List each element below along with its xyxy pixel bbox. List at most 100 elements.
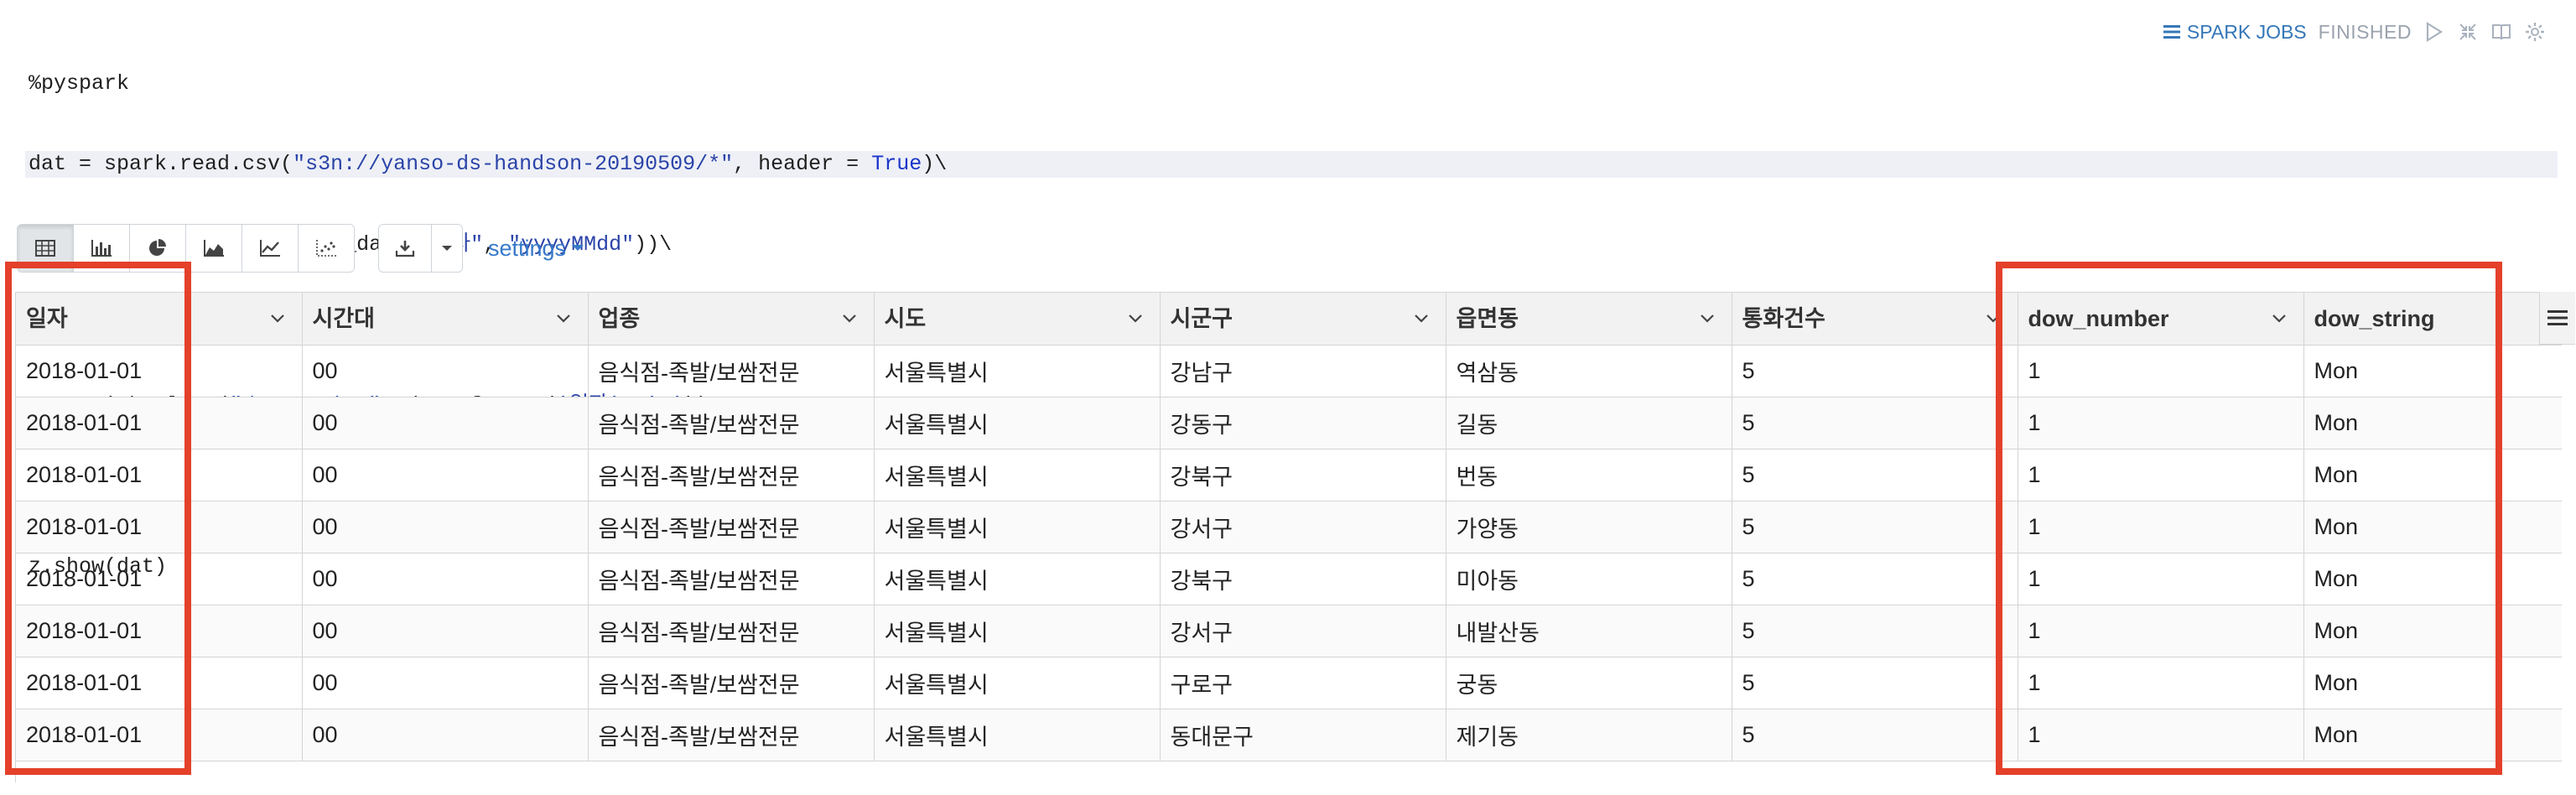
column-header[interactable]: dow_string: [2303, 293, 2562, 346]
table-cell: 00: [302, 449, 589, 501]
table-row[interactable]: 2018-01-01 00 음식점-족발/보쌈전문 서울특별시 구로구 궁동 5 1 Mon: [16, 657, 2562, 709]
table-cell: 00: [302, 709, 589, 761]
data-grid[interactable]: 일자 시간대 업종 시도 시군구 읍면동 통화건수 dow_number dow_string …: [15, 292, 2562, 782]
list-icon: [2163, 25, 2180, 39]
table-cell: 5: [1732, 553, 2018, 605]
scatter-chart-icon: [316, 240, 336, 257]
chevron-down-icon[interactable]: [554, 309, 573, 328]
download-group: [378, 224, 463, 273]
column-header-label: 업종: [598, 306, 641, 331]
table-row[interactable]: 2018-01-01 00 음식점-족발/보쌈전문 서울특별시 강서구 내발산동 5 1 Mon: [16, 605, 2562, 657]
chevron-down-icon[interactable]: [268, 309, 287, 328]
table-cell: 1: [2018, 501, 2304, 553]
chevron-down-icon[interactable]: [2270, 309, 2288, 328]
table-cell: 1: [2018, 449, 2304, 501]
table-cell: 5: [1732, 345, 2018, 398]
paragraph-status: FINISHED: [2318, 20, 2412, 43]
table-row[interactable]: 2018-01-01 00 음식점-족발/보쌈전문 서울특별시 강서구 가양동 5 1 Mon: [16, 501, 2562, 553]
table-row[interactable]: 2018-01-01 00 음식점-족발/보쌈전문 서울특별시 동대문구 제기동 5 1 Mon: [16, 709, 2562, 761]
column-header-label: dow_number: [2028, 306, 2169, 331]
table-cell: 2018-01-01: [16, 345, 303, 398]
area-chart-button[interactable]: [186, 225, 242, 272]
chevron-down-icon[interactable]: [1412, 309, 1431, 328]
table-cell: 서울특별시: [874, 449, 1161, 501]
column-header-label: 읍면동: [1456, 306, 1519, 331]
column-header[interactable]: 읍면동: [1446, 293, 1732, 346]
settings-dropdown[interactable]: settings: [488, 236, 584, 262]
table-cell: 2018-01-01: [16, 501, 303, 553]
table-cell: 서울특별시: [874, 709, 1161, 761]
table-cell: 내발산동: [1446, 605, 1732, 657]
code-line: dat = spark.read.csv("s3n://yanso-ds-han…: [25, 151, 2558, 178]
bar-chart-button[interactable]: [74, 225, 130, 272]
table-row[interactable]: 2018-01-01 00 음식점-족발/보쌈전문 서울특별시 강북구 미아동 5 1 Mon: [16, 553, 2562, 605]
table-cell: 00: [302, 397, 589, 449]
table-cell: 동대문구: [1160, 709, 1446, 761]
table-cell: 강서구: [1160, 605, 1446, 657]
table-cell: 1: [2018, 657, 2304, 709]
spark-jobs-button[interactable]: SPARK JOBS: [2163, 21, 2307, 44]
column-header[interactable]: 시도: [874, 293, 1161, 346]
line-chart-button[interactable]: [242, 225, 299, 272]
chevron-down-icon[interactable]: [840, 309, 859, 328]
run-icon[interactable]: [2423, 21, 2445, 43]
table-cell: Mon: [2303, 709, 2562, 761]
paragraph-controls: SPARK JOBS FINISHED: [2163, 18, 2546, 45]
table-cell: 2018-01-01: [16, 553, 303, 605]
column-header[interactable]: 통화건수: [1732, 293, 2018, 346]
table-cell: 1: [2018, 709, 2304, 761]
table-cell: 1: [2018, 397, 2304, 449]
table-cell: 5: [1732, 449, 2018, 501]
line-chart-icon: [260, 240, 280, 257]
table-view-button[interactable]: [18, 225, 74, 272]
results-table: 일자 시간대 업종 시도 시군구 읍면동 통화건수 dow_number dow_string …: [16, 293, 2562, 761]
table-cell: 1: [2018, 345, 2304, 398]
table-cell: 강서구: [1160, 501, 1446, 553]
chevron-down-icon[interactable]: [1984, 309, 2002, 328]
table-cell: 음식점-족발/보쌈전문: [588, 501, 875, 553]
table-cell: 5: [1732, 657, 2018, 709]
table-row[interactable]: 2018-01-01 00 음식점-족발/보쌈전문 서울특별시 강북구 번동 5 1 Mon: [16, 449, 2562, 501]
table-row[interactable]: 2018-01-01 00 음식점-족발/보쌈전문 서울특별시 강남구 역삼동 5 1 Mon: [16, 345, 2562, 398]
visualization-toolbar: settings: [17, 223, 584, 273]
grid-menu-button[interactable]: [2539, 292, 2575, 345]
table-cell: 강북구: [1160, 553, 1446, 605]
column-header[interactable]: dow_number: [2018, 293, 2304, 346]
gear-icon[interactable]: [2524, 21, 2546, 43]
table-cell: 2018-01-01: [16, 657, 303, 709]
scatter-chart-button[interactable]: [299, 225, 354, 272]
table-cell: Mon: [2303, 657, 2562, 709]
chevron-down-icon[interactable]: [1126, 309, 1145, 328]
table-icon: [35, 240, 55, 257]
pie-chart-button[interactable]: [130, 225, 186, 272]
table-cell: 제기동: [1446, 709, 1732, 761]
table-cell: 2018-01-01: [16, 449, 303, 501]
table-cell: 궁동: [1446, 657, 1732, 709]
column-header[interactable]: 일자: [16, 293, 303, 346]
collapse-icon[interactable]: [2457, 21, 2479, 43]
table-cell: 00: [302, 605, 589, 657]
table-cell: Mon: [2303, 397, 2562, 449]
table-cell: 00: [302, 657, 589, 709]
caret-down-icon: [572, 245, 584, 251]
download-options-button[interactable]: [432, 225, 462, 272]
chevron-down-icon[interactable]: [1698, 309, 1716, 328]
download-button[interactable]: [379, 225, 432, 272]
table-cell: 음식점-족발/보쌈전문: [588, 397, 875, 449]
table-cell: 00: [302, 553, 589, 605]
download-icon: [395, 241, 415, 257]
table-row[interactable]: 2018-01-01 00 음식점-족발/보쌈전문 서울특별시 강동구 길동 5 1 Mon: [16, 397, 2562, 449]
table-cell: 서울특별시: [874, 553, 1161, 605]
table-cell: 서울특별시: [874, 397, 1161, 449]
table-cell: 역삼동: [1446, 345, 1732, 398]
spark-jobs-label: SPARK JOBS: [2186, 20, 2307, 43]
column-header[interactable]: 시군구: [1160, 293, 1446, 346]
table-cell: 2018-01-01: [16, 397, 303, 449]
column-header[interactable]: 시간대: [302, 293, 589, 346]
column-header-label: 통화건수: [1742, 306, 1826, 331]
column-header[interactable]: 업종: [588, 293, 875, 346]
column-header-label: 시군구: [1170, 306, 1233, 331]
table-cell: 음식점-족발/보쌈전문: [588, 449, 875, 501]
book-icon[interactable]: [2490, 21, 2512, 43]
header-row: 일자 시간대 업종 시도 시군구 읍면동 통화건수 dow_number dow_string: [16, 293, 2562, 346]
